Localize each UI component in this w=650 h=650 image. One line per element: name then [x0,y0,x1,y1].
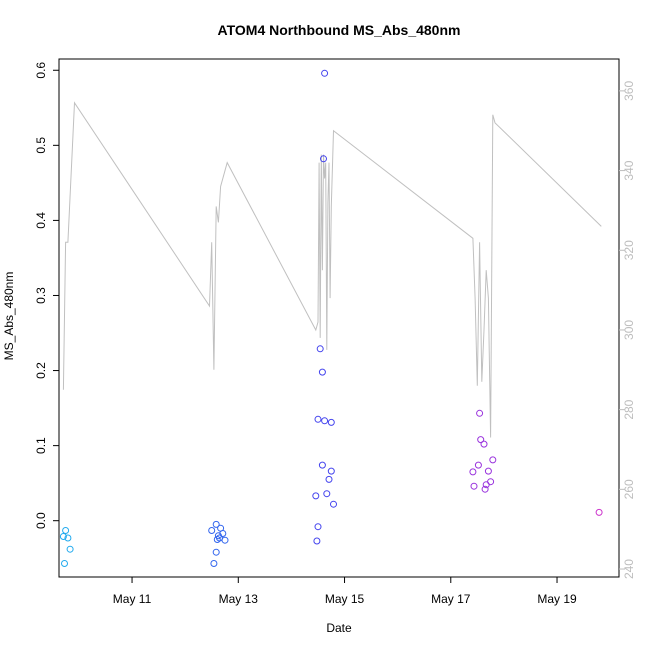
data-point [481,485,489,493]
data-point [323,490,331,498]
data-point [330,500,337,508]
data-point [474,461,482,469]
data-point [318,461,326,469]
secondary-line-series [62,101,602,438]
data-point [59,533,67,540]
data-point [489,456,497,464]
plot-frame [58,58,620,578]
y-tick-label: 0.3 [34,287,48,304]
y-tick-label: 0.1 [34,437,48,454]
x-tick-label: May 19 [537,592,577,606]
scatter-points [59,69,603,567]
data-point [595,508,603,516]
y2-tick-label: 340 [622,160,636,180]
data-point [469,468,477,476]
data-point [470,482,478,490]
x-tick-label: May 15 [325,592,365,606]
data-point [212,548,220,556]
x-tick-label: May 13 [219,592,259,606]
y-axis-right: 240 260 280 300 320 340 360 [619,81,636,579]
y-tick-label: 0.6 [34,62,48,79]
x-tick-label: May 11 [113,592,152,606]
data-point [314,523,322,531]
x-tick-label: May 17 [431,592,471,606]
data-point [327,418,335,426]
x-axis: May 11 May 13 May 15 May 17 May 19 [113,577,577,606]
data-point [66,545,74,553]
data-point [320,155,327,163]
data-point [212,520,220,528]
y2-tick-label: 360 [622,81,636,101]
data-point [484,467,492,475]
data-point [61,560,68,567]
y-axis-left: 0.0 0.1 0.2 0.3 0.4 0.5 0.6 [34,62,59,529]
y2-tick-label: 280 [622,399,636,419]
y2-tick-label: 240 [622,559,636,579]
data-point [327,467,335,475]
data-point [477,436,485,444]
data-point [221,536,229,544]
y-tick-label: 0.4 [34,212,48,229]
data-point [62,527,70,534]
y-tick-label: 0.5 [34,137,48,154]
data-point [213,536,221,543]
y-tick-label: 0.0 [34,512,48,529]
data-point [325,475,333,483]
data-point [312,492,320,500]
data-point [314,415,322,423]
y-axis-label: MS_Abs_480nm [2,272,16,361]
x-axis-label: Date [326,621,352,635]
data-point [321,69,329,77]
data-point [318,368,326,376]
data-point [219,530,227,537]
y-tick-label: 0.2 [34,362,48,379]
chart-title: ATOM4 Northbound MS_Abs_480nm [218,22,461,38]
data-point [316,345,324,353]
data-point [313,537,321,545]
data-point [476,409,484,417]
y2-tick-label: 320 [622,240,636,260]
data-point [480,440,488,448]
y2-tick-label: 260 [622,479,636,499]
line-series-path [62,101,602,438]
y2-tick-label: 300 [622,320,636,340]
data-point [64,534,72,542]
data-point [208,527,216,534]
data-point [210,560,218,567]
data-point [321,417,329,425]
data-point [482,481,490,489]
